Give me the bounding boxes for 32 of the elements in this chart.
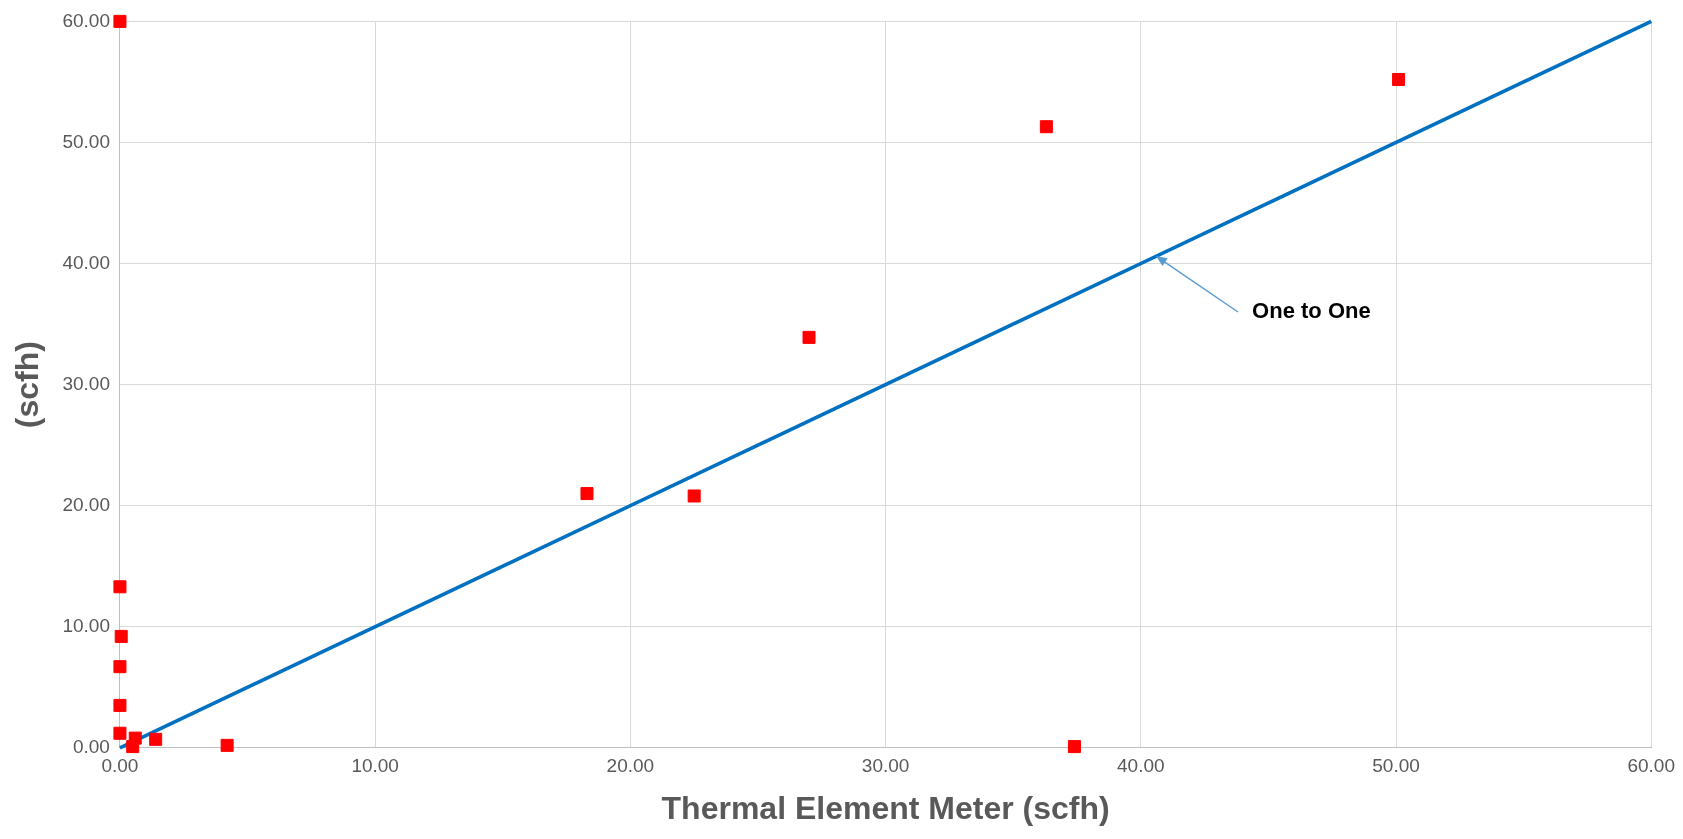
point — [113, 698, 127, 712]
point — [113, 660, 127, 674]
y-tick-label: 0.00 — [72, 736, 110, 758]
point — [114, 629, 128, 643]
point — [1039, 120, 1053, 134]
y-tick-label: 10.00 — [62, 614, 110, 636]
point — [126, 740, 140, 754]
x-tick-label: 60.00 — [1627, 755, 1675, 777]
point — [580, 487, 594, 501]
y-tick-label: 50.00 — [62, 130, 110, 152]
point — [687, 489, 701, 503]
y-tick-label: 20.00 — [62, 493, 110, 515]
x-tick-label: 0.00 — [101, 755, 139, 777]
y-tick-label: 40.00 — [62, 251, 110, 273]
x-axis-title: Thermal Element Meter (scfh) — [661, 789, 1110, 826]
x-tick-label: 20.00 — [606, 755, 655, 777]
x-tick-label: 50.00 — [1372, 755, 1420, 777]
point — [149, 732, 163, 746]
x-tick-label: 30.00 — [861, 755, 910, 777]
point — [113, 580, 127, 594]
point — [113, 726, 127, 740]
point — [113, 14, 127, 28]
point — [1067, 740, 1081, 754]
x-tick-label: 40.00 — [1117, 755, 1165, 777]
y-tick-label: 30.00 — [62, 372, 110, 394]
point — [802, 330, 816, 344]
x-tick-label: 10.00 — [351, 755, 399, 777]
point — [220, 738, 234, 752]
y-tick-label: 60.00 — [62, 9, 110, 31]
point — [1392, 73, 1406, 87]
annotation: One to One — [1252, 298, 1371, 324]
y-axis-title: (scfh) — [9, 341, 46, 429]
